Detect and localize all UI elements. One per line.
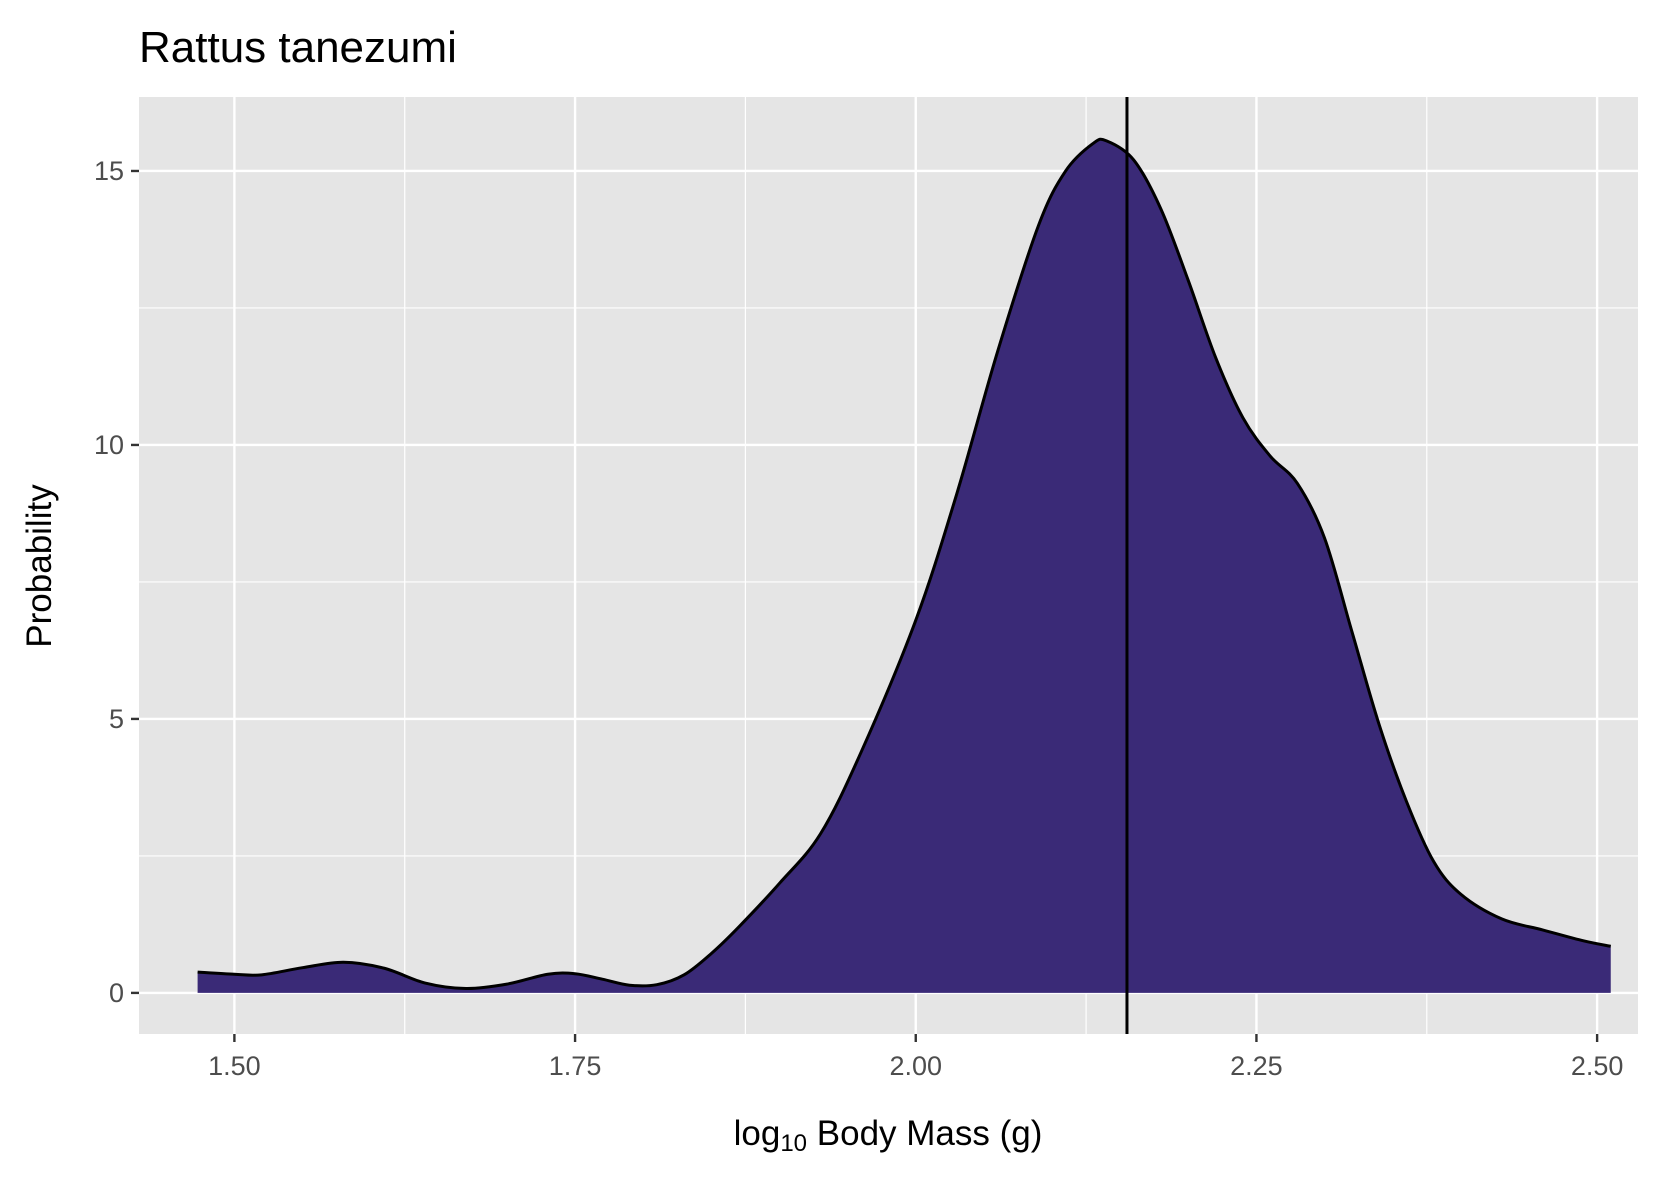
density-layer bbox=[197, 97, 1612, 1034]
chart-title: Rattus tanezumi bbox=[139, 23, 457, 72]
y-tick-label: 10 bbox=[94, 430, 124, 460]
y-tick-label: 0 bbox=[109, 978, 124, 1008]
density-outline bbox=[197, 137, 1612, 991]
density-area bbox=[197, 139, 1611, 993]
x-tick-label: 1.75 bbox=[549, 1051, 602, 1081]
y-axis-title: Probability bbox=[20, 484, 59, 648]
x-tick-label: 2.00 bbox=[889, 1051, 942, 1081]
y-tick-label: 5 bbox=[109, 704, 124, 734]
x-axis-title-subscript: 10 bbox=[780, 1130, 807, 1157]
x-tick-label: 1.50 bbox=[208, 1051, 261, 1081]
x-tick-label: 2.50 bbox=[1571, 1051, 1624, 1081]
x-axis-title-prefix: log bbox=[734, 1114, 781, 1153]
y-axis: 0 5 10 15 bbox=[94, 156, 139, 1008]
x-axis: 1.50 1.75 2.00 2.25 2.50 bbox=[208, 1034, 1623, 1081]
x-axis-title-suffix: Body Mass (g) bbox=[807, 1114, 1042, 1153]
x-tick-label: 2.25 bbox=[1230, 1051, 1283, 1081]
x-axis-title: log10 Body Mass (g) bbox=[734, 1114, 1043, 1157]
y-tick-label: 15 bbox=[94, 156, 124, 186]
